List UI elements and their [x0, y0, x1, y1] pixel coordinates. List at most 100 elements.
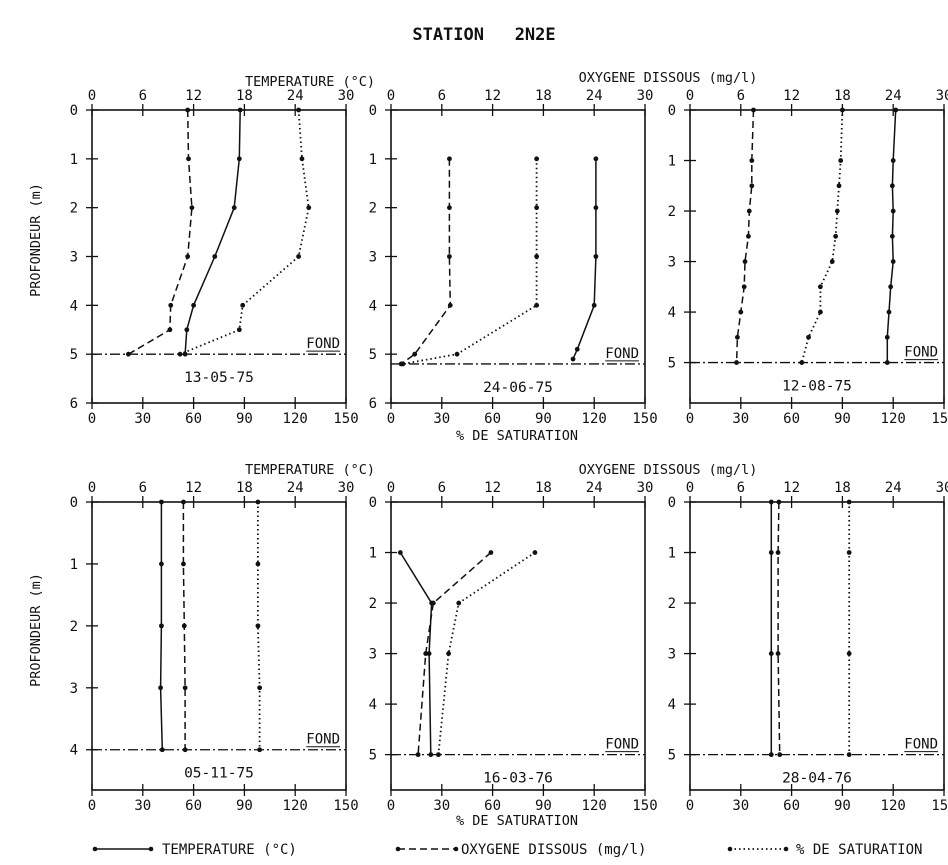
- plot-frame: [390, 501, 646, 791]
- bottom-tick-label: 90: [535, 411, 552, 427]
- data-point-solid: [397, 550, 403, 555]
- depth-tick-label: 2: [369, 201, 377, 217]
- bottom-tick-label: 30: [134, 411, 151, 427]
- depth-tick-label: 1: [70, 557, 78, 573]
- data-point-dashed: [776, 499, 782, 505]
- legend-marker: [92, 846, 98, 852]
- data-point-dashed: [738, 309, 744, 315]
- top-tick-label: 18: [236, 480, 253, 496]
- data-point-dashed: [447, 302, 453, 308]
- top-tick-label: 18: [535, 88, 552, 104]
- legend-marker: [453, 846, 459, 852]
- depth-tick-label: 5: [70, 347, 78, 363]
- data-point-dashed: [167, 327, 173, 333]
- top-tick-label: 30: [637, 480, 654, 496]
- data-point-dotted: [177, 351, 183, 357]
- data-point-solid: [428, 752, 434, 758]
- bottom-tick-label: 30: [433, 411, 450, 427]
- data-point-dotted: [836, 183, 842, 189]
- legend-label-saturation: % DE SATURATION: [796, 842, 922, 858]
- top-tick-label: 24: [885, 480, 902, 496]
- series-line-dotted: [437, 551, 536, 755]
- data-point-dashed: [749, 183, 755, 189]
- data-point-dashed: [447, 156, 452, 162]
- data-point-dashed: [168, 302, 174, 308]
- data-point-dashed: [182, 685, 188, 691]
- top-tick-label: 12: [783, 88, 800, 104]
- data-point-solid: [426, 651, 432, 656]
- depth-tick-label: 0: [70, 495, 78, 511]
- depth-tick-label: 1: [369, 546, 377, 562]
- depth-tick-label: 4: [70, 743, 78, 759]
- data-point-solid: [236, 156, 242, 162]
- data-point-solid: [158, 685, 163, 691]
- depth-tick-label: 1: [668, 154, 676, 170]
- data-point-solid: [893, 107, 899, 113]
- data-point-dashed: [447, 205, 452, 211]
- data-point-dotted: [257, 747, 263, 753]
- bottom-tick-label: 90: [236, 411, 253, 427]
- panel-date-label: 05-11-75: [184, 766, 254, 782]
- data-point-dashed: [189, 205, 195, 211]
- panel-date-label: 16-03-76: [483, 771, 553, 787]
- bottom-tick-label: 150: [632, 411, 657, 427]
- series-line-solid: [399, 552, 433, 755]
- data-point-dashed: [746, 233, 751, 239]
- top-tick-label: 12: [783, 480, 800, 496]
- bottom-tick-label: 150: [632, 798, 657, 814]
- data-point-dashed: [430, 600, 436, 606]
- bottom-tick-label: 150: [333, 411, 358, 427]
- series-line-solid: [572, 158, 597, 360]
- top-tick-label: 6: [737, 480, 745, 496]
- data-point-solid: [593, 254, 599, 259]
- data-point-dotted: [838, 158, 844, 163]
- data-point-dotted: [296, 107, 301, 113]
- y-axis-label: PROFONDEUR (m): [28, 573, 44, 687]
- series-line-dashed: [128, 109, 193, 355]
- data-point-solid: [890, 208, 896, 214]
- data-point-solid: [768, 499, 774, 505]
- data-point-dashed: [126, 351, 131, 357]
- top-tick-label: 0: [387, 88, 395, 104]
- data-point-dashed: [185, 107, 191, 113]
- data-point-solid: [890, 158, 896, 163]
- data-point-solid: [890, 259, 896, 264]
- bottom-tick-label: 60: [783, 411, 800, 427]
- data-point-solid: [237, 107, 243, 113]
- data-point-solid: [159, 747, 165, 753]
- depth-tick-label: 0: [668, 103, 676, 119]
- bottom-label: FOND: [904, 737, 938, 753]
- data-point-dotted: [534, 254, 540, 259]
- bottom-label: FOND: [605, 737, 639, 753]
- panel-date-label: 24-06-75: [483, 380, 553, 396]
- top-tick-label: 30: [936, 88, 948, 104]
- series-line-solid: [184, 109, 241, 355]
- data-point-dotted: [299, 156, 305, 162]
- top-tick-label: 6: [438, 480, 446, 496]
- data-point-dotted: [255, 561, 261, 567]
- data-point-dotted: [454, 351, 460, 357]
- data-point-dotted: [240, 302, 246, 308]
- depth-tick-label: 5: [668, 356, 676, 372]
- data-point-dashed: [447, 254, 452, 259]
- data-point-solid: [768, 752, 774, 758]
- depth-tick-label: 5: [668, 748, 676, 764]
- top-tick-label: 0: [387, 480, 395, 496]
- data-point-dashed: [734, 360, 739, 365]
- depth-tick-label: 2: [70, 619, 78, 635]
- top-axis-label-oxygen: OXYGENE DISSOUS (mg/l): [579, 70, 758, 86]
- bottom-label: FOND: [904, 345, 938, 361]
- data-point-solid: [884, 360, 890, 365]
- bottom-tick-label: 0: [387, 411, 395, 427]
- legend: TEMPERATURE (°C) OXYGENE DISSOUS (mg/l) …: [92, 842, 922, 858]
- bottom-label: FOND: [306, 732, 340, 748]
- data-point-dashed: [185, 254, 191, 259]
- data-point-solid: [886, 309, 892, 315]
- data-point-solid: [593, 205, 599, 211]
- top-axis-label-temperature: TEMPERATURE (°C): [245, 462, 375, 478]
- bottom-tick-label: 0: [686, 798, 694, 814]
- legend-marker: [727, 846, 733, 852]
- bottom-tick-label: 90: [535, 798, 552, 814]
- top-axis-label-oxygen: OXYGENE DISSOUS (mg/l): [579, 462, 758, 478]
